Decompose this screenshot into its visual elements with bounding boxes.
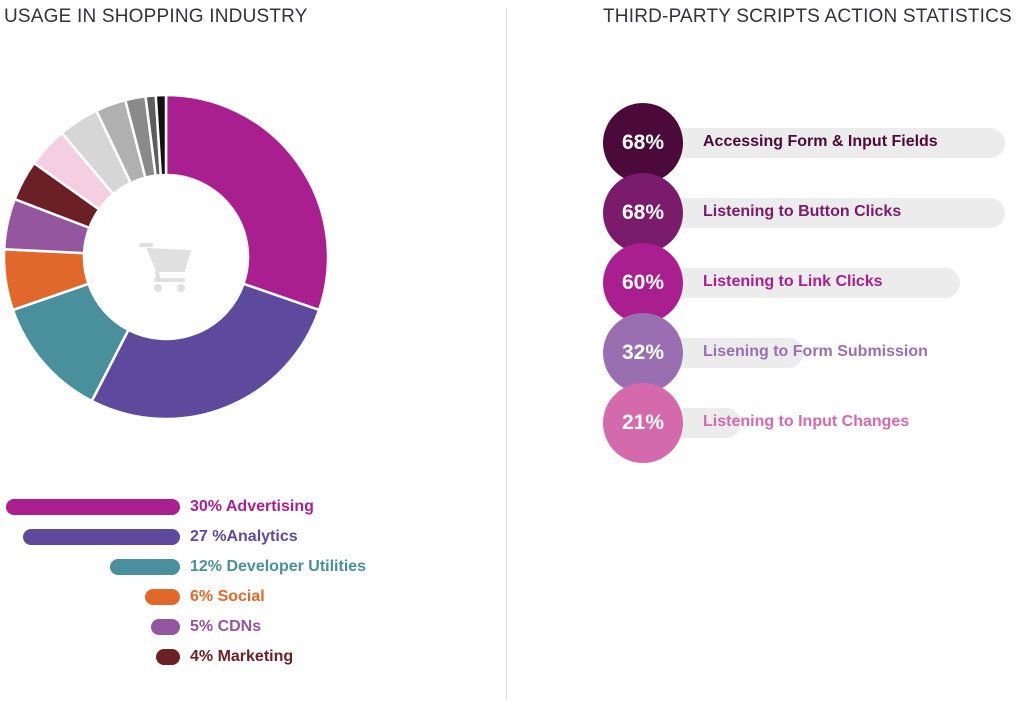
legend-bar [151,619,180,635]
legend-label: 12% Developer Utilities [190,558,367,575]
donut-slices [2,95,330,421]
stat-row: Listening to Link Clicks 60% [603,243,1005,323]
stat-percent-value: 32% [621,341,665,364]
stat-percent-value: 68% [621,201,665,224]
legend-item: 30% Advertising [0,498,500,515]
stat-bar [623,198,1005,228]
stat-label: Lisening to Form Submission [703,343,928,360]
legend-item: 27 %Analytics [0,528,500,545]
stat-label: Accessing Form & Input Fields [703,133,938,150]
stat-percent-circle: 68% [603,173,683,253]
legend-bar [145,589,180,605]
legend-bar [6,499,180,515]
donut-slice [154,95,168,177]
stat-percent-value: 21% [621,411,665,434]
stat-bar [623,128,1005,158]
legend-bar [110,559,180,575]
usage-chart-title: USAGE IN SHOPPING INDUSTRY [4,6,308,27]
stat-row: Listening to Input Changes 21% [603,383,1005,463]
legend-item: 5% CDNs [0,618,500,635]
legend-label: 30% Advertising [190,498,314,515]
legend-label: 27 %Analytics [190,528,298,545]
stat-percent-circle: 60% [603,243,683,323]
legend-bar [23,529,180,545]
stat-label: Listening to Button Clicks [703,203,902,220]
legend-item: 6% Social [0,588,500,605]
stat-row: Lisening to Form Submission 32% [603,313,1005,393]
stat-percent-value: 68% [621,131,665,154]
actions-chart-title: THIRD-PARTY SCRIPTS ACTION STATISTICS [603,6,1012,27]
stat-label: Listening to Input Changes [703,413,910,430]
stat-percent-circle: 32% [603,313,683,393]
donut-chart [2,95,330,421]
stat-percent-circle: 68% [603,103,683,183]
stat-row: Listening to Button Clicks 68% [603,173,1005,253]
legend-label: 4% Marketing [190,648,294,665]
stat-label: Listening to Link Clicks [703,273,883,290]
legend-label: 6% Social [190,588,265,605]
stat-percent-circle: 21% [603,383,683,463]
stat-row: Accessing Form & Input Fields 68% [603,103,1005,183]
donut-slice [90,282,321,421]
legend-label: 5% CDNs [190,618,262,635]
legend-item: 4% Marketing [0,648,500,665]
column-divider [506,8,507,700]
shopping-cart-icon [139,243,191,292]
stat-percent-value: 60% [621,271,665,294]
legend-item: 12% Developer Utilities [0,558,500,575]
donut-slice [164,95,330,312]
legend-bar [156,649,180,665]
